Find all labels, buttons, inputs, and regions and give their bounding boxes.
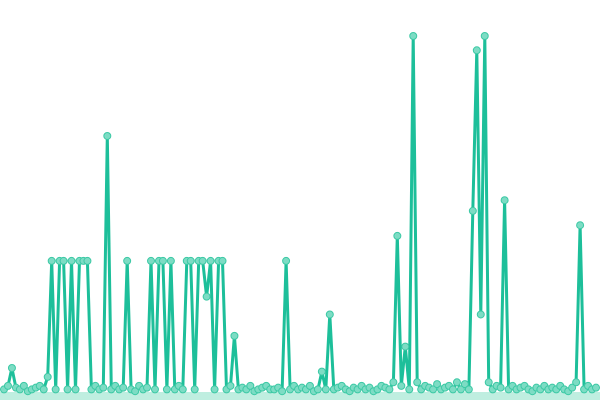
data-point-2 xyxy=(7,364,16,373)
data-point-48 xyxy=(190,385,199,394)
data-point-12 xyxy=(47,256,56,265)
data-point-108 xyxy=(429,385,438,394)
data-point-145 xyxy=(576,221,585,230)
data-point-144 xyxy=(572,378,581,387)
data-point-98 xyxy=(389,378,398,387)
data-point-53 xyxy=(210,385,219,394)
data-point-30 xyxy=(119,383,128,392)
data-point-37 xyxy=(147,256,156,265)
data-point-120 xyxy=(476,310,485,319)
data-point-36 xyxy=(143,383,152,392)
data-point-11 xyxy=(43,372,52,381)
data-point-126 xyxy=(500,196,509,205)
data-point-47 xyxy=(186,256,195,265)
baseline-band xyxy=(0,392,600,400)
data-point-26 xyxy=(103,131,112,140)
data-point-122 xyxy=(484,378,493,387)
data-point-33 xyxy=(131,387,140,396)
data-point-109 xyxy=(433,380,442,389)
data-point-16 xyxy=(63,385,72,394)
data-point-57 xyxy=(226,381,235,390)
data-point-101 xyxy=(401,342,410,351)
data-point-52 xyxy=(206,256,215,265)
data-point-115 xyxy=(456,385,465,394)
data-point-143 xyxy=(568,383,577,392)
data-point-149 xyxy=(592,383,600,392)
data-point-62 xyxy=(246,381,255,390)
series-markers xyxy=(0,32,600,396)
data-point-113 xyxy=(448,385,457,394)
data-point-15 xyxy=(59,256,68,265)
data-point-77 xyxy=(305,381,314,390)
data-point-79 xyxy=(313,385,322,394)
data-point-99 xyxy=(393,231,402,240)
data-point-10 xyxy=(39,385,48,394)
series-lines xyxy=(0,34,600,400)
data-point-31 xyxy=(123,256,132,265)
data-point-5 xyxy=(19,381,28,390)
data-point-70 xyxy=(278,387,287,396)
data-point-118 xyxy=(468,206,477,215)
data-point-25 xyxy=(99,383,108,392)
data-point-71 xyxy=(282,256,291,265)
data-point-45 xyxy=(178,385,187,394)
data-point-103 xyxy=(409,32,418,40)
data-point-40 xyxy=(158,256,167,265)
data-point-104 xyxy=(413,378,422,387)
data-point-80 xyxy=(317,367,326,376)
data-point-125 xyxy=(496,383,505,392)
data-point-21 xyxy=(83,256,92,265)
data-point-116 xyxy=(460,380,469,389)
series-line xyxy=(3,34,597,393)
data-point-55 xyxy=(218,256,227,265)
data-point-41 xyxy=(162,385,171,394)
data-point-102 xyxy=(405,385,414,394)
data-point-38 xyxy=(150,385,159,394)
data-point-82 xyxy=(325,310,334,319)
data-point-50 xyxy=(198,256,207,265)
data-point-51 xyxy=(202,292,211,301)
data-point-13 xyxy=(51,385,60,394)
data-point-81 xyxy=(321,385,330,394)
data-point-97 xyxy=(385,385,394,394)
data-point-119 xyxy=(472,46,481,55)
data-point-18 xyxy=(71,385,80,394)
data-point-17 xyxy=(67,256,76,265)
data-point-100 xyxy=(397,381,406,390)
data-point-121 xyxy=(480,32,489,40)
data-point-114 xyxy=(452,378,461,387)
data-point-58 xyxy=(230,331,239,340)
data-point-42 xyxy=(166,256,175,265)
data-point-117 xyxy=(464,385,473,394)
data-point-1 xyxy=(3,381,12,390)
